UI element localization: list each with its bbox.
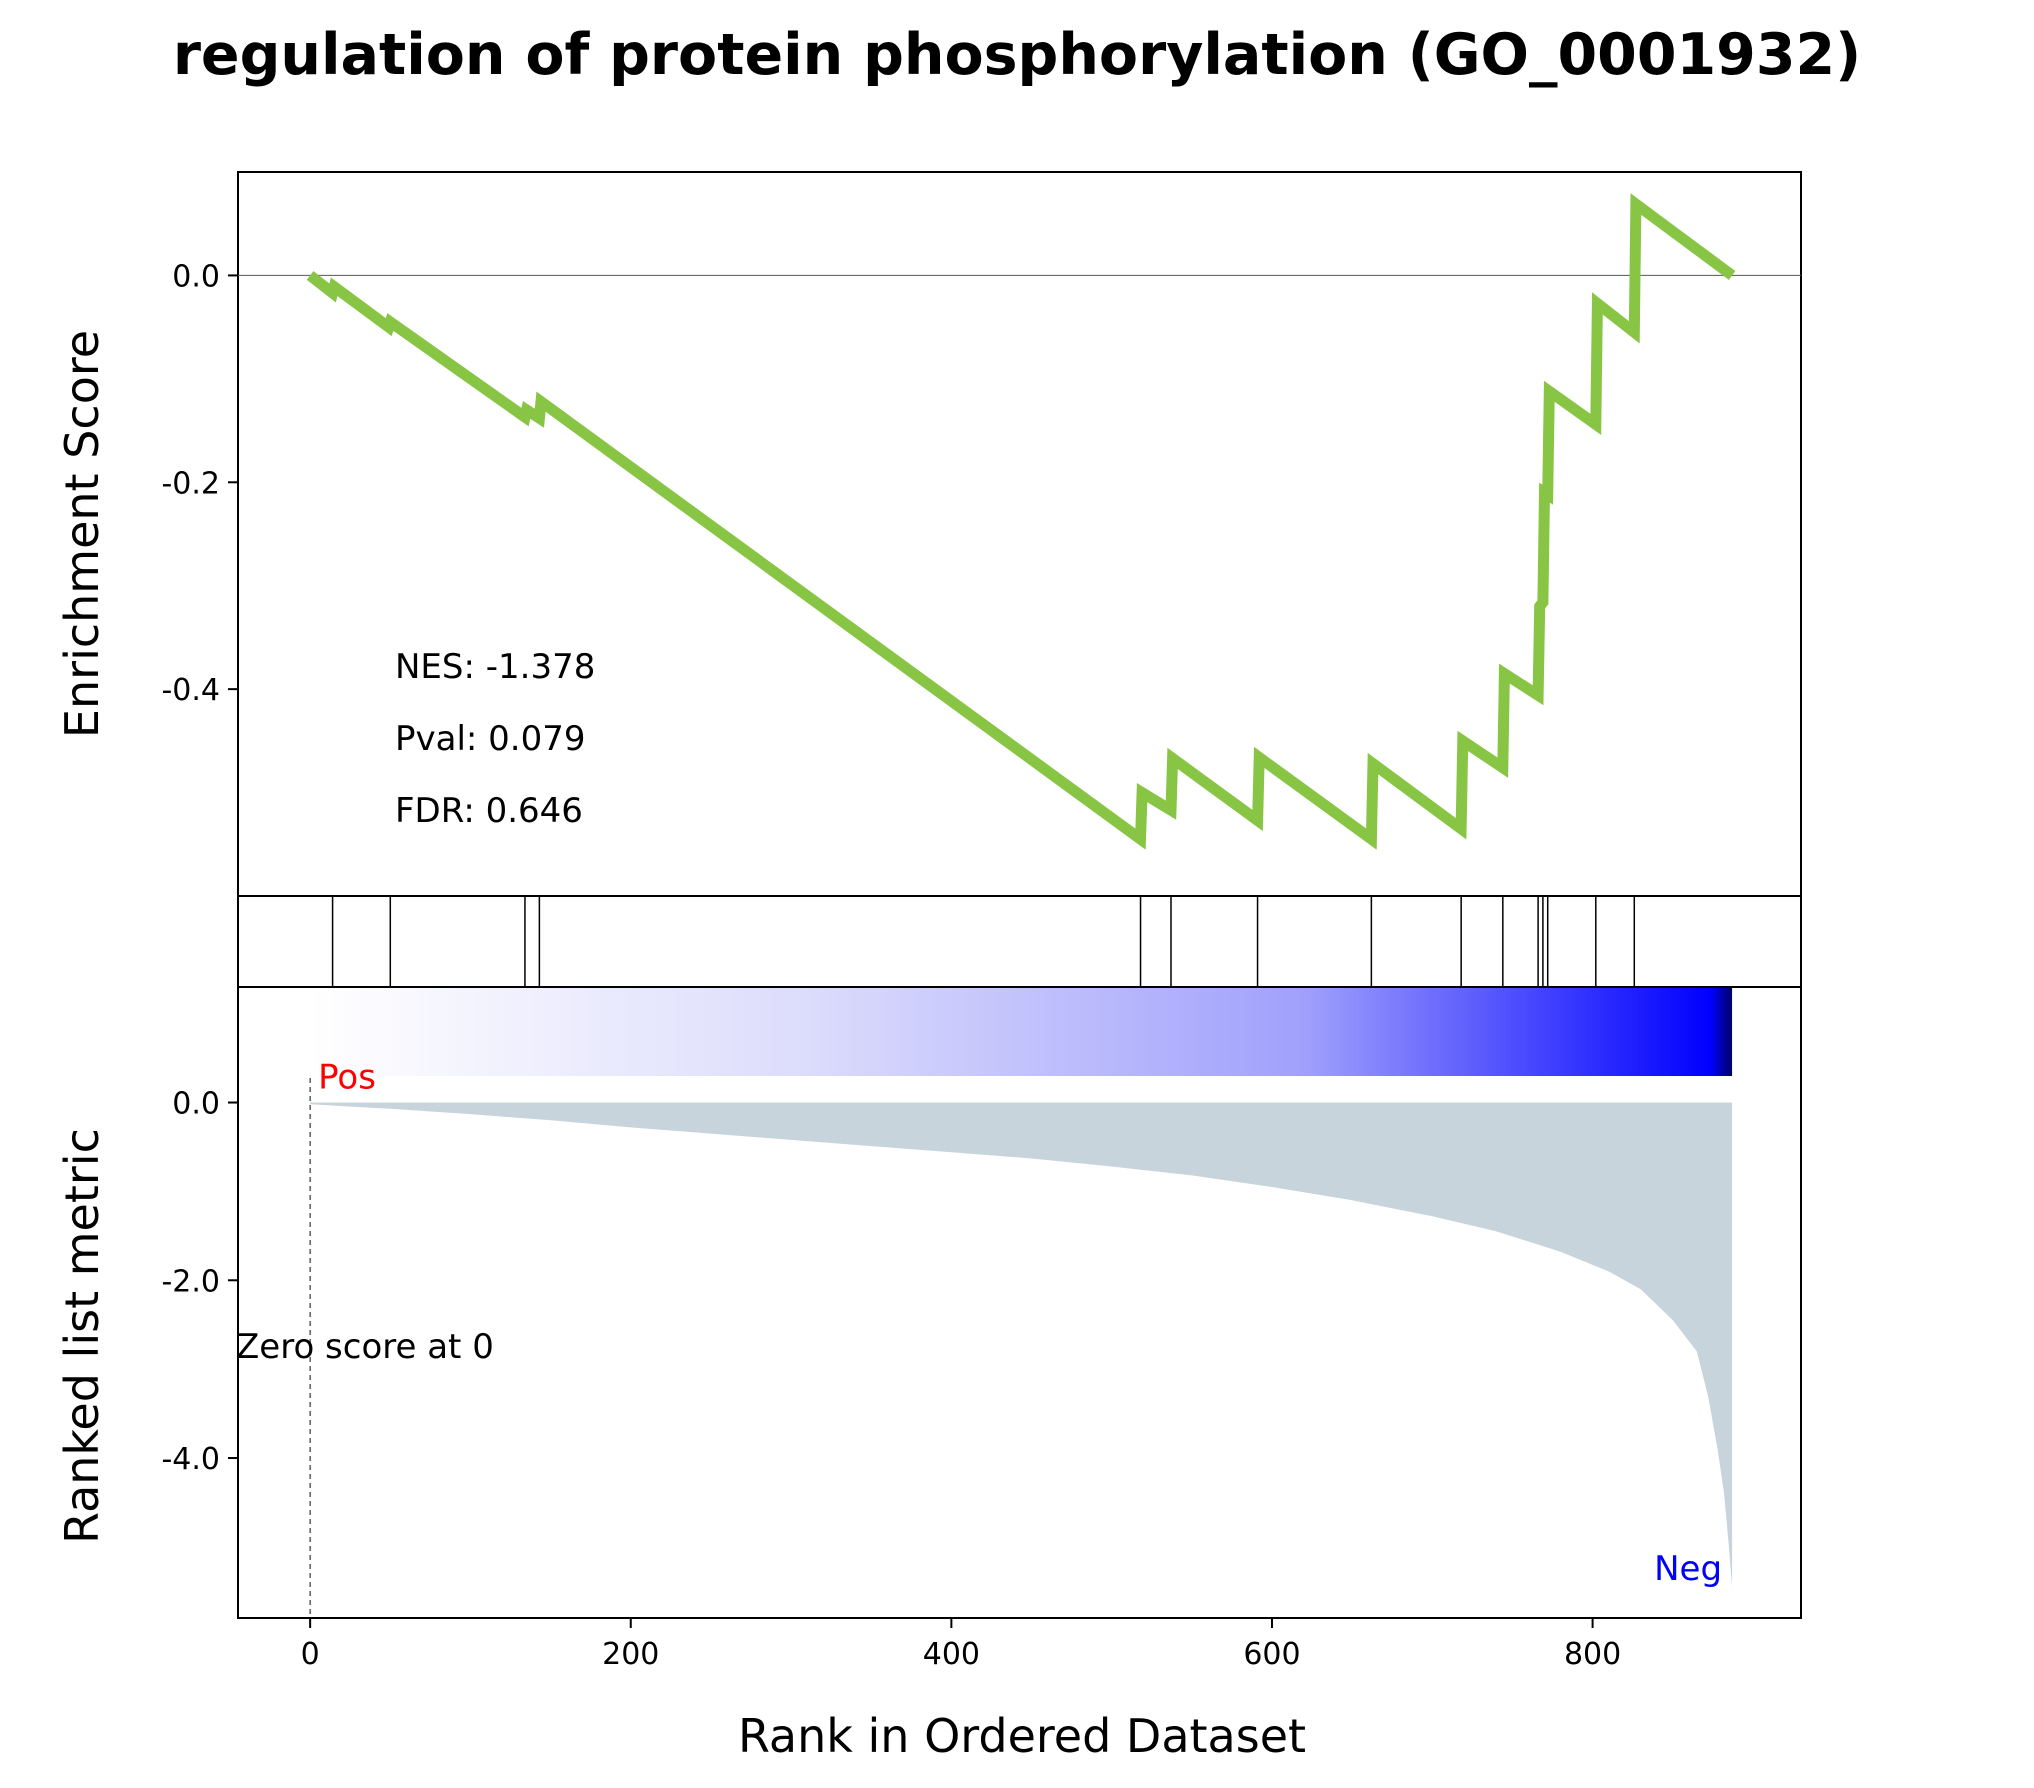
hit-lines [331, 896, 1636, 987]
x-tick-label: 0 [301, 1637, 320, 1672]
neg-label: Neg [1654, 1549, 1722, 1589]
fdr-annotation: FDR: 0.646 [395, 791, 583, 831]
metric-y-tick-label: 0.0 [172, 1087, 220, 1122]
ranked-heatmap-bar [310, 988, 1733, 1076]
metric-y-tick-label: -2.0 [161, 1264, 220, 1299]
x-tick-label: 800 [1564, 1637, 1621, 1672]
pval-annotation: Pval: 0.079 [395, 719, 586, 759]
ranked-metric-area [310, 1102, 1733, 1587]
metric-y-ticks: 0.0 -2.0 -4.0 [161, 1087, 238, 1477]
es-y-tick-label: -0.4 [161, 673, 220, 708]
enrichment-score-line [306, 193, 1736, 850]
es-y-tick-label: -0.2 [161, 466, 220, 501]
x-ticks: 0 200 400 600 800 [301, 1618, 1621, 1672]
es-panel-frame [237, 171, 1802, 897]
es-panel: 0.0 -0.2 -0.4 NES: -1.378 Pval: 0.079 FDR:… [55, 171, 1802, 897]
hits-panel-frame [237, 895, 1802, 988]
es-y-ticks: 0.0 -0.2 -0.4 [161, 259, 238, 708]
es-y-tick-label: 0.0 [172, 259, 220, 294]
metric-y-tick-label: -4.0 [161, 1442, 220, 1477]
es-y-axis-label: Enrichment Score [55, 330, 109, 738]
chart-title: regulation of protein phosphorylation (G… [172, 22, 1862, 88]
hits-panel [237, 895, 1802, 988]
x-axis-label: Rank in Ordered Dataset [738, 1709, 1306, 1763]
metric-panel-frame [237, 986, 1802, 1619]
metric-panel: 0.0 -2.0 -4.0 Pos Neg Zero score at 0 0 200… [55, 986, 1802, 1763]
x-tick-label: 400 [923, 1637, 980, 1672]
metric-y-axis-label: Ranked list metric [55, 1128, 109, 1544]
x-tick-label: 600 [1243, 1637, 1300, 1672]
nes-annotation: NES: -1.378 [395, 647, 595, 687]
x-tick-label: 200 [602, 1637, 659, 1672]
pos-label: Pos [318, 1058, 376, 1098]
zero-score-label: Zero score at 0 [236, 1327, 494, 1367]
